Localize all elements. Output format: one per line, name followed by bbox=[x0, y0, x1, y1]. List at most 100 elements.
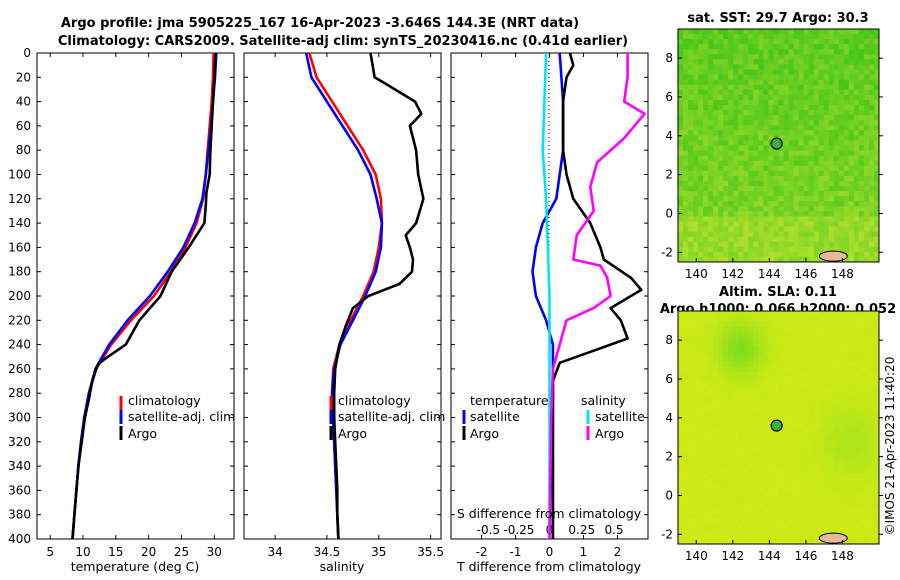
map-cell bbox=[693, 356, 699, 363]
map-cell bbox=[728, 130, 734, 136]
map-cell bbox=[798, 371, 805, 378]
map-cell bbox=[763, 54, 770, 60]
map-cell bbox=[798, 336, 805, 342]
map-cell bbox=[858, 140, 865, 147]
map-cell bbox=[833, 397, 840, 403]
map-cell bbox=[823, 201, 830, 207]
map-cell bbox=[838, 135, 845, 142]
map-cell bbox=[863, 44, 870, 50]
map-cell bbox=[758, 488, 765, 494]
map-cell bbox=[733, 447, 739, 454]
map-cell bbox=[823, 140, 830, 147]
map-cell bbox=[798, 331, 805, 337]
map-cell bbox=[748, 483, 754, 489]
map-cell bbox=[773, 488, 780, 494]
map-cell bbox=[813, 201, 820, 207]
map-cell bbox=[833, 231, 840, 238]
map-cell bbox=[738, 120, 744, 126]
map-cell bbox=[803, 186, 810, 192]
map-cell bbox=[788, 397, 795, 403]
map-cell bbox=[848, 533, 855, 540]
map-cell bbox=[688, 160, 694, 167]
map-cell bbox=[873, 457, 879, 464]
map-cell bbox=[823, 371, 830, 378]
map-cell bbox=[708, 216, 714, 223]
map-cell bbox=[693, 29, 699, 35]
map-cell bbox=[698, 120, 704, 126]
map-cell bbox=[743, 241, 749, 248]
map-cell bbox=[823, 361, 830, 368]
map-cell bbox=[763, 135, 770, 142]
map-cell bbox=[798, 503, 805, 510]
map-cell bbox=[798, 326, 805, 332]
map-cell bbox=[868, 44, 875, 50]
map-cell bbox=[848, 452, 855, 459]
map-cell bbox=[853, 246, 860, 253]
map-cell bbox=[723, 351, 729, 358]
map-cell bbox=[723, 326, 729, 332]
map-cell bbox=[763, 59, 770, 66]
map-cell bbox=[773, 457, 780, 464]
map-cell bbox=[748, 29, 754, 35]
map-cell bbox=[748, 351, 754, 358]
map-cell bbox=[783, 376, 790, 383]
map-cell bbox=[698, 99, 704, 106]
map-cell bbox=[728, 483, 734, 489]
map-cell bbox=[698, 442, 704, 449]
map-cell bbox=[753, 186, 760, 192]
map-cell bbox=[718, 321, 724, 327]
map-cell bbox=[823, 336, 830, 342]
map-cell bbox=[768, 326, 775, 332]
map-cell bbox=[768, 246, 775, 253]
map-cell bbox=[838, 412, 845, 418]
map-cell bbox=[838, 84, 845, 91]
map-cell bbox=[738, 412, 744, 418]
map-cell bbox=[728, 427, 734, 434]
map-cell bbox=[813, 74, 820, 81]
map-cell bbox=[853, 331, 860, 337]
map-cell bbox=[753, 437, 760, 444]
map-cell bbox=[728, 493, 734, 500]
map-cell bbox=[738, 241, 744, 248]
y-tick-label: 60 bbox=[16, 119, 31, 133]
map-cell bbox=[868, 246, 875, 253]
map-cell bbox=[723, 135, 729, 142]
map-cell bbox=[723, 175, 729, 182]
map-cell bbox=[808, 437, 815, 444]
map-cell bbox=[758, 54, 765, 60]
map-cell bbox=[843, 186, 850, 192]
map-cell bbox=[748, 99, 754, 106]
map-cell bbox=[803, 115, 810, 121]
map-cell bbox=[848, 341, 855, 348]
map-cell bbox=[758, 326, 765, 332]
map-cell bbox=[808, 493, 815, 500]
map-cell bbox=[763, 366, 770, 373]
map-cell bbox=[818, 99, 825, 106]
map-cell bbox=[763, 402, 770, 408]
map-cell bbox=[853, 104, 860, 111]
map-cell bbox=[853, 488, 860, 494]
map-cell bbox=[698, 84, 704, 91]
map-cell bbox=[803, 165, 810, 172]
map-cell bbox=[678, 366, 684, 373]
map-cell bbox=[818, 402, 825, 408]
map-cell bbox=[753, 508, 760, 515]
map-cell bbox=[733, 49, 739, 55]
map-cell bbox=[718, 74, 724, 81]
legend-label-argo: Argo bbox=[338, 426, 367, 441]
map-cell bbox=[698, 422, 704, 429]
map-cell bbox=[768, 346, 775, 353]
map-cell bbox=[698, 104, 704, 111]
map-cell bbox=[718, 246, 724, 253]
map-cell bbox=[828, 351, 835, 358]
y-tick-label: 0 bbox=[23, 46, 31, 60]
map-cell bbox=[788, 34, 795, 40]
map-cell bbox=[798, 246, 805, 253]
map-cell bbox=[758, 432, 765, 439]
map-cell bbox=[768, 59, 775, 66]
map-cell bbox=[758, 538, 765, 544]
map-cell bbox=[718, 44, 724, 50]
map-cell bbox=[823, 422, 830, 429]
map-cell bbox=[863, 508, 870, 515]
map-cell bbox=[838, 488, 845, 494]
